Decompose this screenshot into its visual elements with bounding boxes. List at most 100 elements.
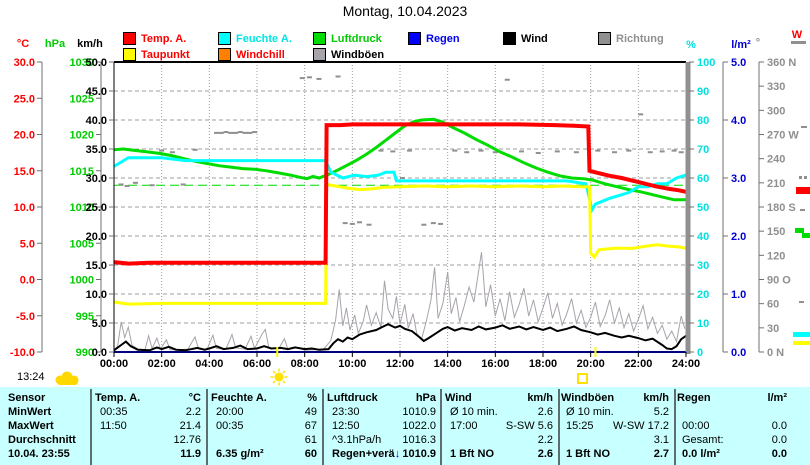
direction-mark <box>247 131 253 134</box>
table-cell-left: 11:50 <box>100 420 127 432</box>
axis-tick-label-wind: 20.0 <box>86 231 107 243</box>
direction-mark <box>228 131 234 134</box>
direction-mark <box>612 151 617 154</box>
table-cell-value: 61 <box>304 434 317 446</box>
axis-tick-label-pressure: 1030 <box>70 57 94 69</box>
table-cell-left: Regen+verä↓ <box>332 448 401 460</box>
table-cell-left: 6.35 g/m² <box>216 448 264 460</box>
table-cell-value: 0.0 <box>771 448 787 460</box>
table-row-label: Durchschnitt <box>8 434 76 446</box>
axis-tick-label-humidity: 50 <box>697 202 709 214</box>
axis-tick-label-direction: 300 <box>767 105 785 117</box>
direction-mark <box>638 113 644 116</box>
table-divider <box>440 389 442 465</box>
table-cell-left: 1 Bft NO <box>566 448 610 460</box>
direction-mark <box>237 131 243 134</box>
table-cell-value: S-SW 5.6 <box>505 420 553 432</box>
axis-tick-label-temp: 10.0 <box>14 202 35 214</box>
direction-mark <box>519 150 525 153</box>
table-header-label: Temp. A. <box>95 392 141 404</box>
direction-mark <box>342 222 348 225</box>
legend-label: Temp. A. <box>141 32 187 45</box>
direction-mark <box>218 131 224 134</box>
legend-label: Windchill <box>236 48 285 61</box>
table-header-unit: l/m² <box>767 392 787 404</box>
legend-swatch <box>123 48 136 61</box>
table-cell-left: 17:00 <box>450 420 478 432</box>
direction-mark <box>647 151 653 154</box>
axis-tick-label-wind: 0.0 <box>92 347 107 359</box>
series-temp-a- <box>113 122 687 266</box>
axis-unit-rain: l/m² <box>731 39 751 51</box>
axis-tick-label-rain: 4.0 <box>731 115 746 127</box>
direction-mark <box>299 77 305 80</box>
edge-mark <box>796 187 810 194</box>
table-cell-value: 3.1 <box>653 434 669 446</box>
direction-mark <box>452 149 458 152</box>
axis-tick-label-temp: -5.0 <box>16 311 35 323</box>
direction-mark <box>464 151 470 154</box>
table-cell-value: 2.2 <box>537 434 553 446</box>
axis-tick-label-rain: 5.0 <box>731 57 746 69</box>
axis-tick-label-temp: 30.0 <box>14 57 35 69</box>
direction-mark <box>180 183 186 186</box>
legend-swatch <box>503 32 516 45</box>
axis-tick-label-direction: 120 <box>767 250 785 262</box>
table-cell-value: 2.6 <box>537 406 553 418</box>
table-cell-value: 5.2 <box>653 406 669 418</box>
edge-mark <box>802 233 810 238</box>
axis-tick-label-rain: 1.0 <box>731 289 746 301</box>
status-time: 13:24 <box>17 371 45 383</box>
x-tick-label: 04:00 <box>195 358 223 370</box>
axis-tick-label-direction: 210 <box>767 178 785 190</box>
direction-mark <box>504 78 510 81</box>
axis-tick-label-wind: 15.0 <box>86 260 107 272</box>
table-cell-value: 67 <box>304 420 317 432</box>
table-divider <box>322 389 324 465</box>
sun-ray <box>282 370 286 374</box>
legend-item-regen: Regen <box>408 32 460 45</box>
axis-tick-label-direction: 180 S <box>767 202 796 214</box>
legend-item-windchill: Windchill <box>218 48 285 61</box>
cloud-icon <box>57 379 78 385</box>
edge-mark <box>791 41 806 44</box>
direction-mark <box>252 131 258 134</box>
axis-tick-label-wind: 5.0 <box>92 318 107 330</box>
direction-mark <box>430 222 436 225</box>
axis-tick-label-wind: 35.0 <box>86 144 107 156</box>
table-cell-value: 12.76 <box>173 434 201 446</box>
axis-unit-direction: ° <box>756 37 760 49</box>
table-cell-value: 21.4 <box>179 420 201 432</box>
direction-mark <box>159 149 165 152</box>
x-tick-label: 20:00 <box>577 358 605 370</box>
axis-unit-humidity: % <box>686 39 696 51</box>
direction-mark <box>407 149 413 152</box>
direction-mark <box>233 131 239 134</box>
legend-label: Richtung <box>616 32 664 45</box>
direction-mark <box>192 148 198 151</box>
legend-label: Windböen <box>331 48 385 61</box>
axis-tick-label-wind: 30.0 <box>86 173 107 185</box>
axis-tick-label-direction: 360 N <box>767 57 796 69</box>
legend-swatch <box>408 32 421 45</box>
axis-tick-label-humidity: 20 <box>697 289 709 301</box>
table-divider <box>558 389 560 465</box>
table-divider <box>206 389 208 465</box>
series-luftdruck <box>113 117 686 202</box>
table-cell-left: Ø 10 min. <box>566 406 614 418</box>
table-header-unit: km/h <box>643 392 669 404</box>
table-cell-value: 0.0 <box>771 434 787 446</box>
direction-mark <box>659 150 665 153</box>
direction-mark <box>535 152 541 155</box>
table-row-label: 10.04. 23:55 <box>8 448 70 460</box>
table-header-label: Regen <box>677 392 711 404</box>
table-cell-left: 00:00 <box>682 420 710 432</box>
summary-table: Sensor Temp. A. °C Feuchte A.% Luftdruck hPa W… <box>0 387 810 465</box>
legend-item-windb-en: Windböen <box>313 48 384 61</box>
edge-mark <box>800 209 805 211</box>
legend-label: Luftdruck <box>331 32 382 45</box>
table-cell-value: 11.9 <box>180 448 201 460</box>
axis-tick-label-pressure: 990 <box>76 347 94 359</box>
direction-mark <box>118 183 124 186</box>
direction-mark <box>573 151 579 154</box>
